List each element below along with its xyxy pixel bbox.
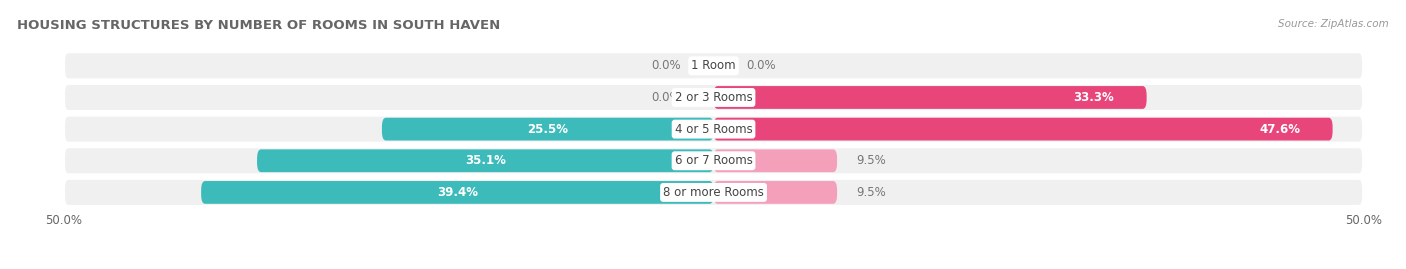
FancyBboxPatch shape [713,118,1333,140]
FancyBboxPatch shape [63,178,1364,207]
Text: 35.1%: 35.1% [465,154,506,167]
FancyBboxPatch shape [63,115,1364,143]
Text: 1 Room: 1 Room [692,59,735,72]
Text: 25.5%: 25.5% [527,123,568,136]
FancyBboxPatch shape [63,147,1364,175]
Text: 9.5%: 9.5% [856,186,886,199]
Text: 8 or more Rooms: 8 or more Rooms [664,186,763,199]
Text: 0.0%: 0.0% [651,91,681,104]
Text: 33.3%: 33.3% [1073,91,1114,104]
Text: 4 or 5 Rooms: 4 or 5 Rooms [675,123,752,136]
Text: Source: ZipAtlas.com: Source: ZipAtlas.com [1278,19,1389,29]
Text: 47.6%: 47.6% [1260,123,1301,136]
Text: HOUSING STRUCTURES BY NUMBER OF ROOMS IN SOUTH HAVEN: HOUSING STRUCTURES BY NUMBER OF ROOMS IN… [17,19,501,32]
FancyBboxPatch shape [257,149,713,172]
Text: 2 or 3 Rooms: 2 or 3 Rooms [675,91,752,104]
FancyBboxPatch shape [63,83,1364,112]
Text: 0.0%: 0.0% [651,59,681,72]
Text: 6 or 7 Rooms: 6 or 7 Rooms [675,154,752,167]
FancyBboxPatch shape [63,52,1364,80]
FancyBboxPatch shape [201,181,713,204]
Text: 0.0%: 0.0% [747,59,776,72]
FancyBboxPatch shape [713,181,837,204]
FancyBboxPatch shape [382,118,713,140]
FancyBboxPatch shape [713,86,1147,109]
Text: 39.4%: 39.4% [437,186,478,199]
Text: 9.5%: 9.5% [856,154,886,167]
FancyBboxPatch shape [713,149,837,172]
